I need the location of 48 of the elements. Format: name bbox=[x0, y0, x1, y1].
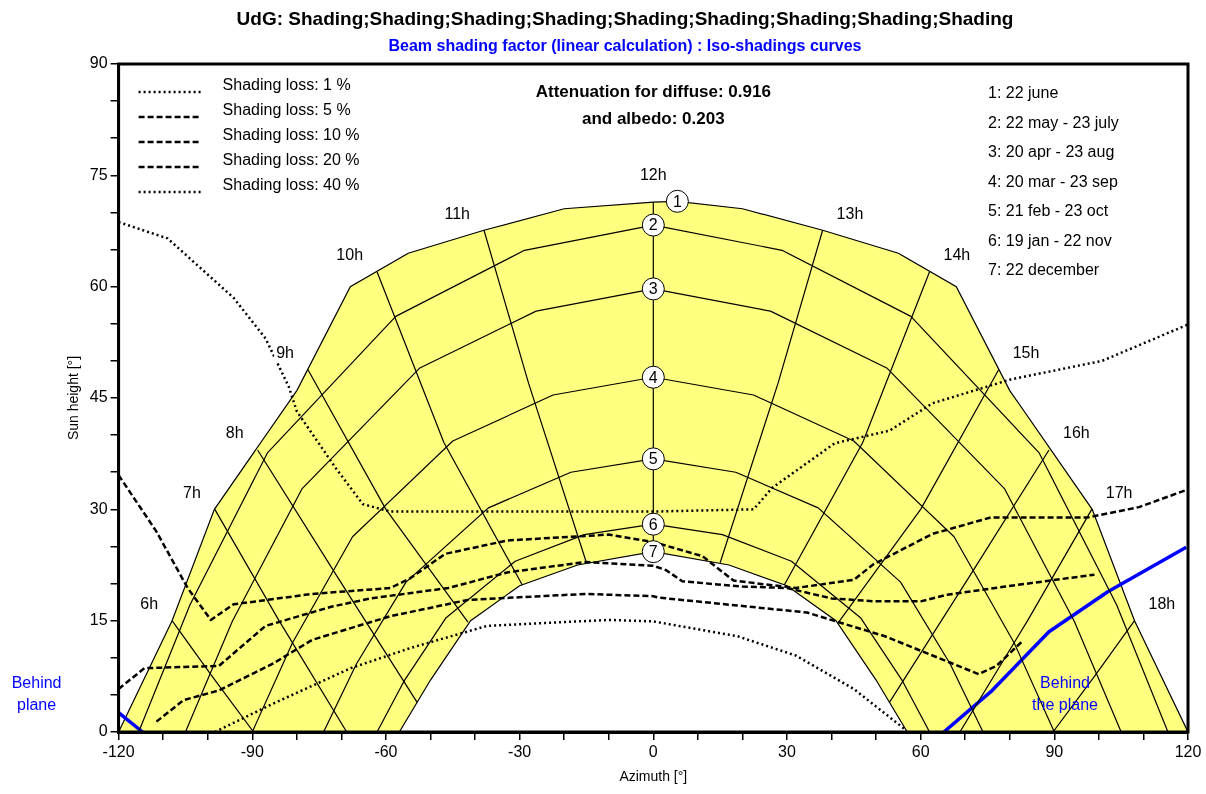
x-tick-label: 30 bbox=[778, 743, 796, 761]
series-label: 17h bbox=[1105, 483, 1133, 501]
series-label: 7h bbox=[183, 483, 201, 501]
series-label: 16h bbox=[1062, 424, 1090, 442]
legend-label: Shading loss: 5 % bbox=[222, 101, 351, 119]
x-tick-label: -120 bbox=[102, 743, 135, 761]
y-tick-label: 30 bbox=[89, 499, 108, 517]
series-label: 8h bbox=[225, 424, 244, 442]
series-label: 1 bbox=[672, 192, 682, 210]
series-label: 13h bbox=[836, 204, 864, 222]
x-tick-label: 90 bbox=[1045, 743, 1064, 761]
series-label: 3 bbox=[648, 280, 658, 298]
y-tick-label: 45 bbox=[89, 388, 108, 406]
x-tick-label: 120 bbox=[1174, 743, 1202, 761]
text: Behind plane bbox=[11, 674, 62, 714]
series-label: 6h bbox=[140, 595, 159, 613]
series-label: 14h bbox=[943, 246, 971, 264]
series-label: 11h bbox=[444, 204, 470, 222]
x-tick-label: -60 bbox=[374, 743, 398, 761]
x-tick-label: 60 bbox=[911, 743, 930, 761]
series-label: 6 bbox=[648, 515, 658, 533]
y-tick-label: 15 bbox=[89, 611, 108, 629]
series-label: 7 bbox=[648, 543, 658, 561]
x-axis-title: Azimuth [°] bbox=[619, 768, 688, 785]
chart-subtitle: Beam shading factor (linear calculation) : Iso-shadings curves bbox=[388, 36, 862, 54]
y-tick-label: 60 bbox=[89, 277, 108, 295]
legend-label: Shading loss: 40 % bbox=[222, 176, 360, 194]
series-label: 5 bbox=[648, 450, 658, 468]
annotation: Attenuation for diffuse: 0.916 and albedo: 0.203 bbox=[535, 81, 771, 128]
x-tick-label: -30 bbox=[508, 743, 532, 761]
y-tick-label: 90 bbox=[89, 54, 108, 72]
x-tick-label: -90 bbox=[240, 743, 264, 761]
legend-label: Shading loss: 1 % bbox=[222, 76, 351, 94]
x-tick-label: 0 bbox=[648, 743, 658, 761]
chart-title: UdG: Shading;Shading;Shading;Shading;Shading;Shading;Shading;Shading;Shading bbox=[236, 7, 1014, 29]
y-tick-label: 75 bbox=[89, 165, 108, 183]
series-label: 9h bbox=[276, 344, 294, 362]
series-label: 12h bbox=[639, 166, 667, 184]
series-label: 18h bbox=[1148, 595, 1176, 613]
y-tick-label: 0 bbox=[98, 722, 108, 740]
series-label: 2 bbox=[648, 216, 658, 234]
annotation: 1: 22 june 2: 22 may - 23 july 3: 20 apr - 23 aug 4: 20 mar - 23 sep 5: 21 feb - 23 oct 6: 19 jan - 22 nov 7: 22 december bbox=[988, 84, 1119, 279]
series-label: 10h bbox=[336, 246, 364, 264]
series-label: 4 bbox=[648, 368, 658, 386]
series-label: 15h bbox=[1012, 344, 1040, 362]
legend-label: Shading loss: 10 % bbox=[222, 126, 360, 144]
y-axis-title: Sun height [°] bbox=[65, 355, 82, 441]
legend-label: Shading loss: 20 % bbox=[222, 151, 360, 169]
